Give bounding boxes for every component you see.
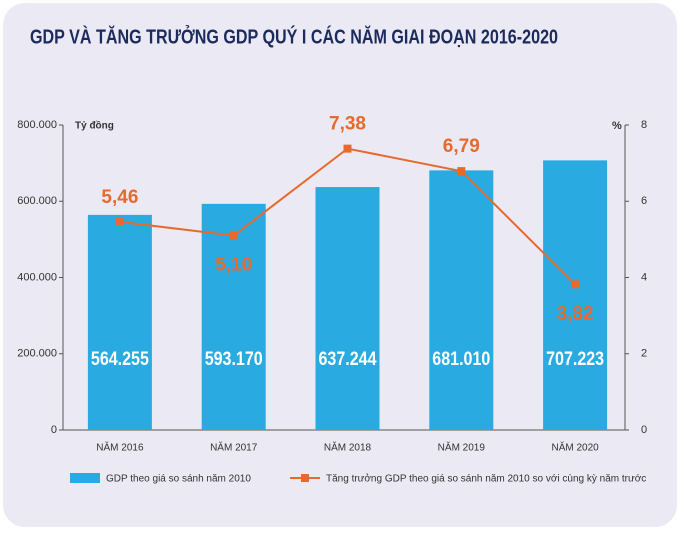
bar-value-label: 707.223	[546, 349, 604, 370]
y-axis-label: Tỷ đồng	[75, 120, 114, 132]
line-marker	[115, 217, 124, 226]
bar	[87, 214, 152, 430]
y2-tick-label: 0	[641, 424, 647, 436]
line-marker	[229, 231, 238, 240]
line-marker	[457, 167, 466, 176]
line-marker	[343, 144, 352, 153]
bar-value-label: 564.255	[91, 349, 149, 370]
line-value-label: 7,38	[329, 114, 366, 135]
line-value-label: 5,46	[101, 187, 138, 208]
x-tick-label: NĂM 2019	[438, 441, 486, 454]
legend-swatch-marker	[301, 474, 309, 482]
y-tick-label: 0	[51, 424, 57, 436]
line-value-label: 6,79	[443, 136, 480, 157]
legend-label: GDP theo giá so sánh năm 2010	[106, 474, 251, 485]
y-tick-label: 400.000	[17, 271, 57, 283]
x-tick-label: NĂM 2017	[210, 441, 258, 454]
chart-title: GDP VÀ TĂNG TRƯỞNG GDP QUÝ I CÁC NĂM GIA…	[30, 24, 558, 48]
y2-axis-label: %	[612, 120, 622, 132]
y2-tick-label: 2	[641, 348, 647, 360]
x-tick-label: NĂM 2020	[551, 441, 599, 454]
y-tick-label: 600.000	[17, 195, 57, 207]
bar-value-label: 681.010	[432, 349, 490, 370]
bar	[429, 170, 494, 431]
legend-label: Tăng trưởng GDP theo giá so sánh năm 201…	[326, 473, 646, 485]
y2-tick-label: 6	[641, 195, 647, 207]
y2-tick-label: 4	[641, 271, 647, 283]
legend-swatch	[70, 473, 100, 483]
bar	[543, 160, 608, 431]
line-value-label: 5,10	[215, 255, 252, 276]
x-tick-label: NĂM 2018	[324, 441, 372, 454]
bar-value-label: 593.170	[205, 349, 263, 370]
bar-value-label: 637.244	[319, 349, 377, 370]
line-marker	[571, 280, 580, 289]
y2-tick-label: 8	[641, 119, 647, 131]
bar	[315, 187, 380, 430]
y-tick-label: 800.000	[17, 119, 57, 131]
x-tick-label: NĂM 2016	[96, 441, 144, 454]
bar	[201, 203, 266, 430]
y-tick-label: 200.000	[17, 348, 57, 360]
line-value-label: 3,82	[557, 303, 594, 324]
